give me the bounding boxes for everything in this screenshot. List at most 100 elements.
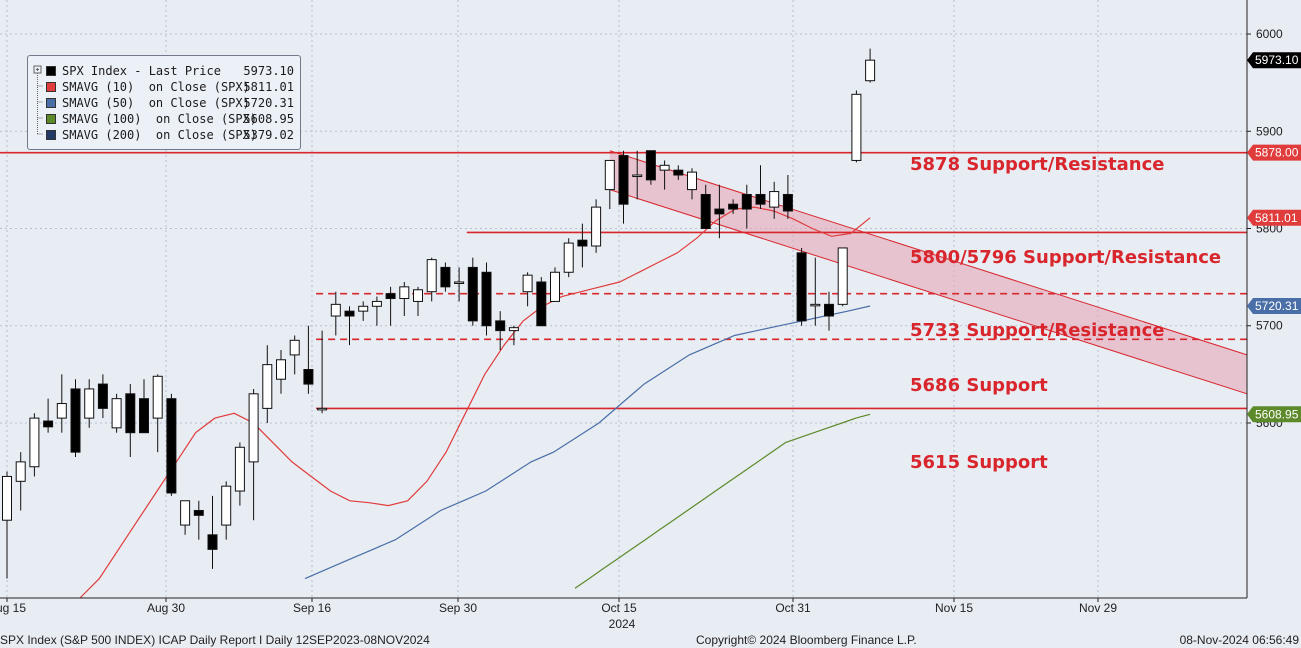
candle-body	[207, 534, 218, 550]
level-annotation: 5733 Support/Resistance	[910, 320, 1164, 341]
candle	[550, 267, 560, 302]
last-value-label: 5720.31	[1247, 297, 1301, 314]
candle	[385, 286, 396, 326]
x-tick-label: Aug 30	[147, 601, 185, 615]
legend-value: 5608.95	[243, 112, 294, 126]
legend-value: 5720.31	[243, 96, 294, 110]
candle-body	[29, 417, 40, 468]
candle	[824, 291, 834, 331]
candle	[371, 296, 382, 326]
candle	[604, 159, 615, 210]
candle	[358, 301, 369, 321]
last-value-label: 5973.10	[1247, 52, 1301, 69]
candle-body	[84, 388, 95, 419]
candle	[97, 374, 108, 419]
candle	[111, 393, 122, 433]
candle-body	[97, 383, 108, 409]
legend-label: SMAVG (50) on Close (SPX)	[62, 96, 250, 110]
candle-body	[728, 203, 739, 210]
candle	[125, 384, 136, 458]
candle-body	[782, 193, 793, 212]
level-annotation: 5800/5796 Support/Resistance	[910, 247, 1221, 268]
candle-body	[865, 59, 876, 82]
ma-line	[574, 413, 871, 589]
channel-lower-line	[609, 189, 1248, 395]
candle	[29, 413, 40, 477]
candle-body	[632, 174, 643, 178]
y-tick-label: 6000	[1256, 27, 1283, 41]
y-tick-label: 5900	[1256, 124, 1283, 138]
candle-body	[508, 327, 519, 332]
candle	[426, 257, 437, 302]
candle-body	[111, 398, 122, 429]
candle-body	[591, 206, 602, 247]
legend-tree-connector	[30, 56, 44, 151]
candle	[645, 150, 656, 185]
candle-body	[673, 169, 684, 176]
candle	[851, 90, 862, 163]
candle-body	[700, 193, 711, 230]
candle-body	[522, 274, 533, 293]
candle	[810, 257, 821, 326]
candle-body	[180, 500, 191, 526]
candle-body	[289, 339, 300, 356]
candle-body	[399, 286, 410, 300]
downtrend-channel	[609, 150, 1248, 395]
candle	[577, 223, 588, 268]
candle-body	[344, 310, 355, 317]
x-tick-label: Sep 30	[439, 601, 477, 615]
candle-body	[139, 398, 149, 434]
last-value-tag	[1247, 209, 1301, 226]
candle	[317, 330, 328, 414]
legend-item-smavg200: SMAVG (200) on Close (SPX) 5379.02	[34, 127, 296, 143]
candle	[56, 374, 67, 433]
candle	[70, 379, 81, 458]
candle	[454, 267, 465, 302]
legend-swatch	[46, 66, 56, 76]
candle-body	[193, 509, 204, 516]
footer-copyright: Copyright© 2024 Bloomberg Finance L.P.	[696, 633, 917, 647]
candle-body	[645, 150, 656, 181]
candle-body	[687, 171, 697, 191]
candle-body	[276, 359, 286, 380]
candle	[714, 184, 725, 239]
candle-body	[550, 271, 560, 302]
candle-body	[358, 305, 369, 312]
level-annotation: 5878 Support/Resistance	[910, 154, 1164, 175]
last-value-text: 5878.00	[1255, 146, 1299, 160]
level-annotation: 5615 Support	[910, 452, 1048, 473]
legend-label: SMAVG (10) on Close (SPX)	[62, 80, 250, 94]
x-tick-label: Nov 29	[1079, 601, 1117, 615]
candle	[180, 500, 191, 535]
candle	[782, 175, 793, 219]
candle-body	[824, 303, 834, 317]
last-value-text: 5973.10	[1255, 53, 1299, 67]
candle	[43, 398, 54, 433]
candle	[673, 165, 684, 180]
level-annotations: 5878 Support/Resistance 5800/5796 Support…	[910, 154, 1221, 473]
legend-swatch	[46, 114, 56, 124]
ma-line	[79, 206, 871, 599]
x-tick-label: Oct 15	[601, 601, 637, 615]
candle-body	[454, 281, 465, 284]
candle	[536, 277, 547, 327]
x-year-label: 2024	[609, 617, 636, 631]
legend-item-spx: SPX Index - Last Price 5973.10	[34, 63, 296, 79]
candlesticks	[2, 48, 876, 579]
last-value-text: 5608.95	[1255, 407, 1299, 421]
channel-upper-line	[609, 150, 1248, 356]
y-tick-label: 5700	[1256, 319, 1283, 333]
legend-value: 5811.01	[243, 80, 294, 94]
legend-item-smavg100: SMAVG (100) on Close (SPX) 5608.95	[34, 111, 296, 127]
candle	[413, 286, 423, 317]
candle	[248, 388, 259, 521]
candle-body	[741, 193, 752, 210]
candle	[152, 374, 163, 453]
last-value-tag	[1247, 52, 1301, 69]
candle-body	[604, 159, 615, 191]
last-value-text: 5720.31	[1255, 299, 1299, 313]
candle	[495, 311, 506, 351]
candle	[193, 500, 204, 540]
candle	[837, 247, 848, 307]
candle-body	[385, 293, 396, 300]
